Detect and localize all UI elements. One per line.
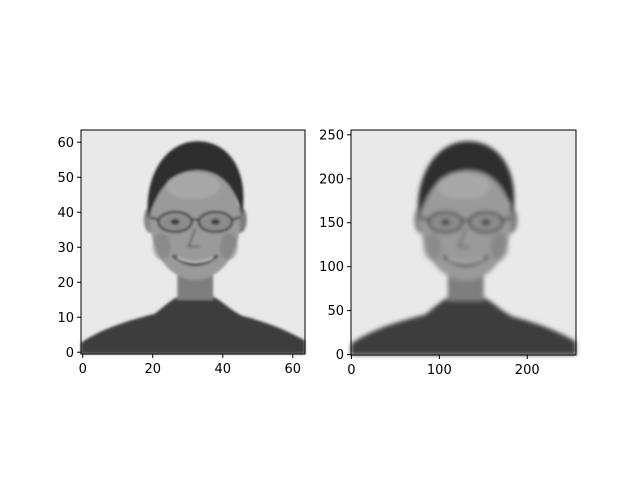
y-tick-label: 200: [319, 172, 344, 187]
subplot-left-64px: 0 20 40 60 0 10 20 30 40 50 60: [57, 129, 306, 377]
axes-ticks-0: 0 20 40 60 0 10 20 30 40 50 60: [57, 136, 301, 377]
axes-ticks-1: 0 100 200 0 50 100 150 200 250: [319, 128, 539, 378]
face-image-1: [351, 130, 576, 355]
y-tick-label: 100: [319, 260, 344, 275]
y-tick-label: 0: [336, 348, 344, 363]
x-tick-label: 20: [144, 362, 161, 377]
y-tick-label: 0: [66, 346, 74, 361]
x-tick-label: 0: [79, 362, 87, 377]
x-tick-label: 0: [347, 363, 355, 378]
y-tick-label: 150: [319, 216, 344, 231]
y-tick-label: 250: [319, 128, 344, 143]
axes-frame-1: [350, 129, 577, 356]
x-tick-label: 100: [427, 363, 452, 378]
y-tick-label: 50: [327, 304, 344, 319]
y-tick-label: 10: [57, 311, 74, 326]
x-tick-label: 40: [214, 362, 231, 377]
y-tick-label: 50: [57, 171, 74, 186]
x-tick-label: 200: [515, 363, 540, 378]
y-tick-label: 20: [57, 276, 74, 291]
y-tick-label: 40: [57, 206, 74, 221]
subplot-right-256px: 0 100 200 0 50 100 150 200 250: [319, 128, 577, 378]
x-tick-label: 60: [284, 362, 301, 377]
face-image-0: [81, 130, 305, 354]
y-tick-label: 60: [57, 136, 74, 151]
axes-frame-0: [80, 129, 306, 355]
y-tick-label: 30: [57, 241, 74, 256]
